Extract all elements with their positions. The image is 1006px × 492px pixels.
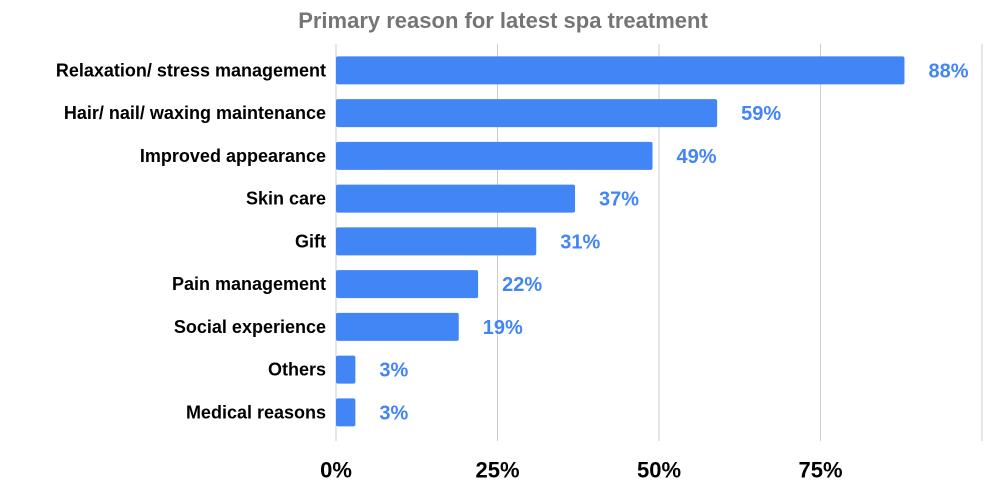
bar	[336, 184, 576, 213]
data-label: 31%	[560, 231, 600, 253]
data-label: 49%	[677, 146, 717, 168]
data-label: 37%	[599, 189, 639, 211]
bar	[336, 99, 718, 128]
chart-title: Primary reason for latest spa treatment	[298, 8, 708, 33]
bar	[336, 355, 356, 384]
x-tick-label: 50%	[637, 458, 681, 483]
x-tick-label: 75%	[798, 458, 842, 483]
bar	[336, 312, 459, 341]
bar	[336, 270, 479, 299]
bar	[336, 398, 356, 427]
bar	[336, 227, 537, 256]
category-label: Others	[268, 360, 326, 380]
category-label: Medical reasons	[186, 402, 326, 422]
x-tick-label: 25%	[475, 458, 519, 483]
category-label: Pain management	[172, 274, 326, 294]
data-label: 19%	[483, 317, 523, 339]
data-label: 3%	[379, 402, 408, 424]
x-tick-label: 0%	[320, 458, 352, 483]
category-label: Skin care	[246, 189, 326, 209]
category-label: Relaxation/ stress management	[56, 60, 326, 80]
bar	[336, 141, 653, 170]
category-label: Hair/ nail/ waxing maintenance	[64, 103, 326, 123]
category-label: Social experience	[174, 317, 326, 337]
data-label: 3%	[379, 360, 408, 382]
category-label: Improved appearance	[140, 146, 326, 166]
data-label: 88%	[928, 60, 968, 82]
data-label: 59%	[741, 103, 781, 125]
category-label: Gift	[295, 231, 326, 251]
bar	[336, 56, 905, 85]
data-label: 22%	[502, 274, 542, 296]
